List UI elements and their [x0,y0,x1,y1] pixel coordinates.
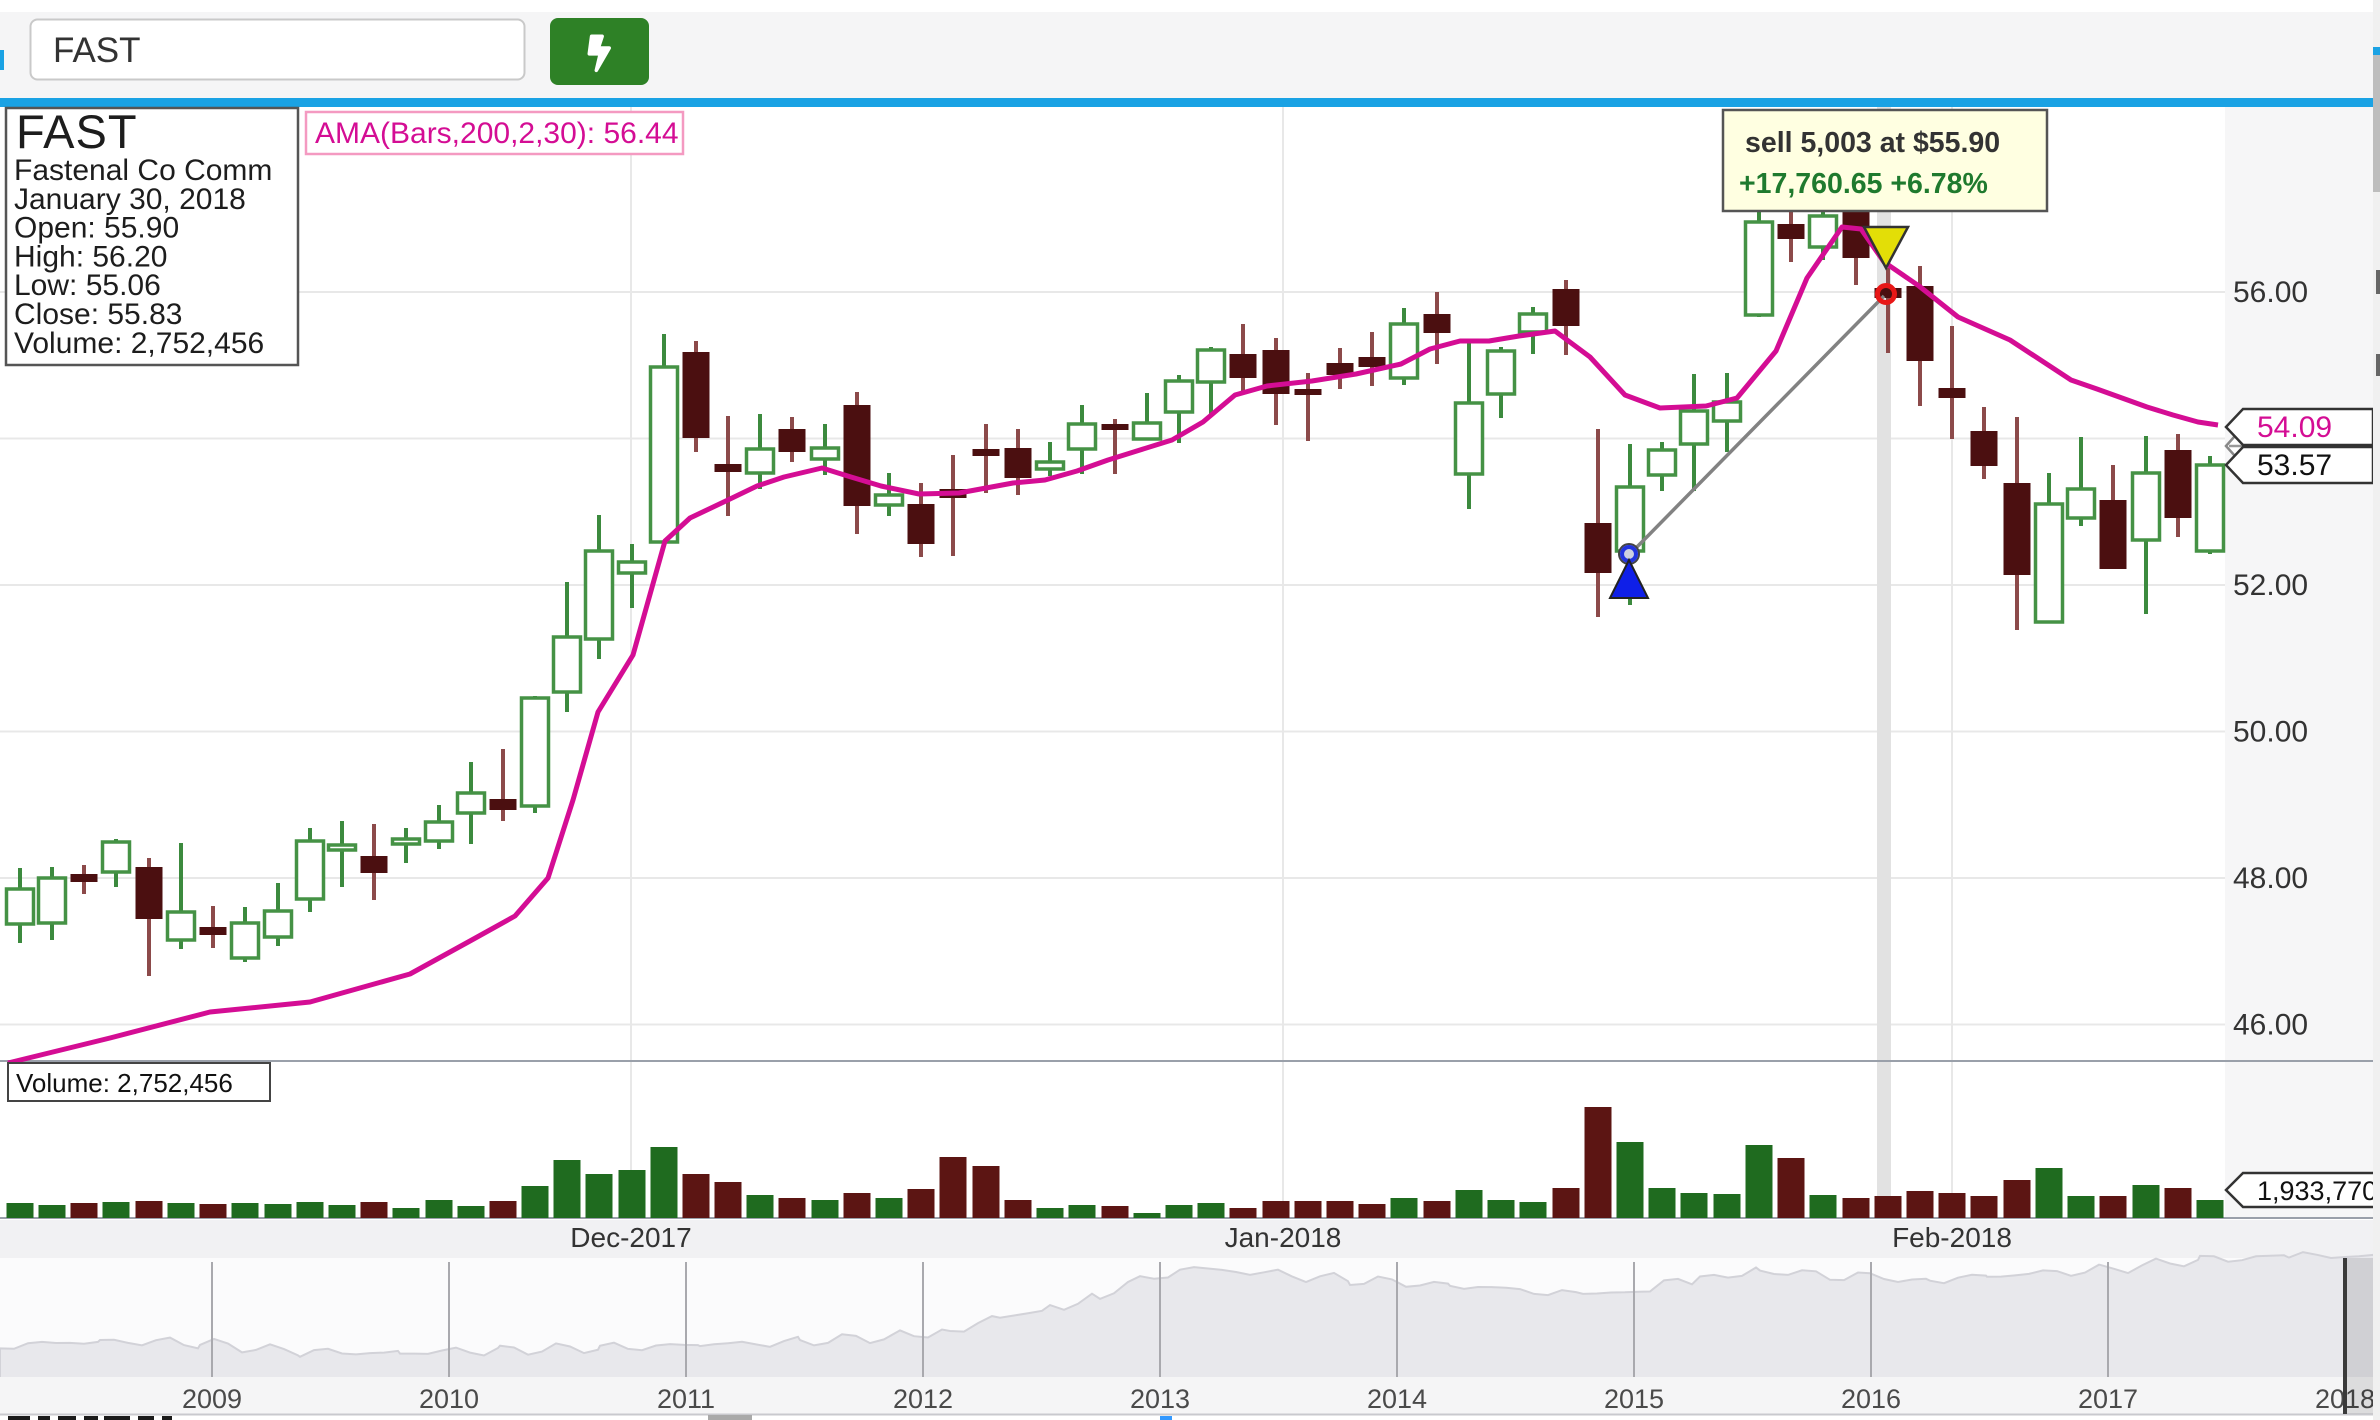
svg-text:2013: 2013 [1130,1384,1190,1414]
svg-text:2011: 2011 [657,1384,715,1414]
svg-text:FAST: FAST [16,105,138,158]
svg-text:52.00: 52.00 [2233,569,2308,602]
svg-text:2016: 2016 [1841,1384,1901,1414]
svg-text:2009: 2009 [182,1384,242,1414]
svg-text:Jan-2018: Jan-2018 [1225,1222,1342,1253]
svg-text:Feb-2018: Feb-2018 [1892,1222,2012,1253]
svg-text:2010: 2010 [419,1384,479,1414]
svg-text:1,933,770: 1,933,770 [2257,1176,2377,1206]
svg-text:Close: 55.83: Close: 55.83 [14,298,182,331]
svg-text:Volume: 2,752,456: Volume: 2,752,456 [16,1068,233,1098]
svg-text:50.00: 50.00 [2233,716,2308,749]
svg-text:Dec-2017: Dec-2017 [570,1222,691,1253]
svg-text:Volume: 2,752,456: Volume: 2,752,456 [14,327,264,360]
svg-text:53.57: 53.57 [2257,449,2332,482]
svg-text:46.00: 46.00 [2233,1009,2308,1042]
svg-text:2017: 2017 [2078,1384,2138,1414]
svg-text:Low: 55.06: Low: 55.06 [14,269,161,302]
svg-text:56.00: 56.00 [2233,276,2308,309]
svg-text:Open: 55.90: Open: 55.90 [14,212,179,245]
svg-text:2012: 2012 [893,1384,953,1414]
svg-text:AMA(Bars,200,2,30): 56.44: AMA(Bars,200,2,30): 56.44 [315,117,679,150]
svg-text:High: 56.20: High: 56.20 [14,240,167,273]
svg-text:Fastenal Co Comm: Fastenal Co Comm [14,154,272,187]
svg-text:2014: 2014 [1367,1384,1427,1414]
svg-text:sell 5,003 at $55.90: sell 5,003 at $55.90 [1745,127,2000,159]
svg-text:January 30, 2018: January 30, 2018 [14,183,246,216]
svg-text:54.09: 54.09 [2257,411,2332,444]
svg-text:+17,760.65 +6.78%: +17,760.65 +6.78% [1739,168,1988,200]
svg-text:FAST: FAST [53,31,141,70]
svg-text:48.00: 48.00 [2233,862,2308,895]
svg-text:2015: 2015 [1604,1384,1664,1414]
